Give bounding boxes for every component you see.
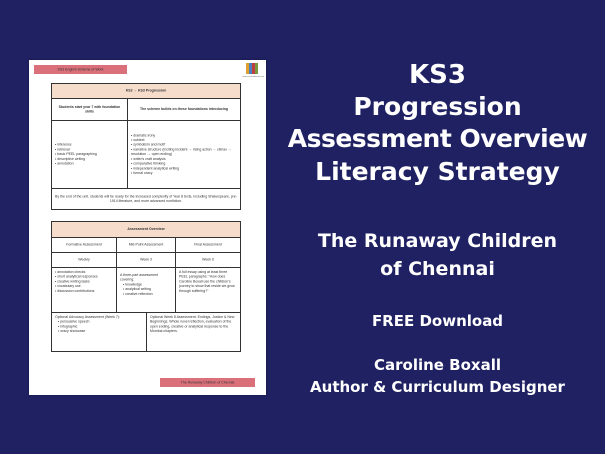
column-header: Mid-Point Assessment: [116, 237, 176, 253]
list-item: formal oracy: [131, 171, 237, 176]
optional1-title: Optional Advocacy Assessment (Week 7):: [55, 315, 120, 320]
document-preview: KS3 English Scheme of Work www.carolineb…: [29, 60, 266, 395]
assessment-title: Assessment Overview: [51, 221, 241, 238]
list-item: narrative structure (inciting incident →…: [131, 147, 237, 156]
optional-advocacy-cell: Optional Advocacy Assessment (Week 7): p…: [51, 312, 147, 352]
timing-cell: Weekly: [51, 252, 117, 268]
title-assessment-overview: Assessment Overview: [287, 124, 588, 153]
list-item: discussion contributions: [55, 289, 113, 294]
assessment-table: Assessment Overview Formative Assessment…: [51, 221, 241, 352]
list-item: basic PEEL paragraphing: [55, 152, 97, 157]
list-item: independent analytical writing: [131, 166, 237, 171]
list-item: short analytical responses: [55, 275, 113, 280]
title-progression: Progression: [353, 92, 522, 121]
list-item: inference: [55, 143, 97, 148]
list-item: analytical writing: [123, 287, 172, 292]
book-title-line1: The Runaway Children: [317, 230, 558, 252]
title-ks3: KS3: [409, 60, 466, 90]
list-item: comparative thinking: [131, 162, 237, 167]
list-item: descriptive writing: [55, 157, 97, 162]
list-item: annotation: [55, 162, 97, 167]
col1-header: Students start year 7 with foundation sk…: [51, 98, 128, 121]
progression-footer: By the end of the unit, students will be…: [51, 188, 241, 210]
midpoint-intro: A three-part assessment covering:: [120, 273, 158, 282]
author-name: Caroline Boxall: [373, 356, 501, 374]
col2-cell: dramatic irony subtext symbolism and mot…: [127, 120, 241, 189]
optional-week8-cell: Optional Week 8 Assessment: Endings, Jus…: [146, 312, 241, 352]
list-item: symbolism and motif: [131, 143, 237, 148]
list-item: creative writing tasks: [55, 279, 113, 284]
list-item: persuasive speech: [58, 320, 143, 325]
book-title-line2: of Chennai: [380, 258, 495, 280]
list-item: retrieval: [55, 147, 97, 152]
midpoint-cell: A three-part assessment covering: knowle…: [116, 267, 176, 313]
timing-cell: Week 6: [175, 252, 241, 268]
progression-title: KS2 → KS3 Progression: [51, 83, 241, 99]
header-label: KS3 English Scheme of Work: [34, 65, 127, 74]
progression-table: KS2 → KS3 Progression Students start yea…: [51, 83, 241, 210]
title-literacy-strategy: Literacy Strategy: [315, 157, 560, 186]
footer-label: The Runaway Children of Chennai: [160, 378, 255, 387]
author-role: Author & Curriculum Designer: [310, 378, 565, 396]
column-header: Final Assessment: [175, 237, 241, 253]
logo-caption: www.carolineboxall.com: [242, 75, 264, 78]
logo-icon: [246, 63, 258, 74]
formative-cell: annotation checks short analytical respo…: [51, 267, 117, 313]
free-download-label: FREE Download: [371, 312, 504, 330]
col1-cell: inference retrieval basic PEEL paragraph…: [51, 120, 128, 189]
list-item: dramatic irony: [131, 133, 237, 138]
list-item: vocabulary use: [55, 284, 113, 289]
timing-cell: Week 3: [116, 252, 176, 268]
list-item: annotation checks: [55, 270, 113, 275]
list-item: oracy showcase: [58, 329, 143, 334]
list-item: knowledge: [123, 282, 172, 287]
list-item: infographic: [58, 324, 143, 329]
list-item: writer's craft analysis: [131, 157, 237, 162]
list-item: subtext: [131, 138, 237, 143]
col2-header: The scheme builds on these foundations i…: [127, 98, 241, 121]
column-header: Formative Assessment: [51, 237, 117, 253]
final-cell: A full essay using at least three PEEL p…: [175, 267, 241, 313]
list-item: creative reflection: [123, 292, 172, 297]
